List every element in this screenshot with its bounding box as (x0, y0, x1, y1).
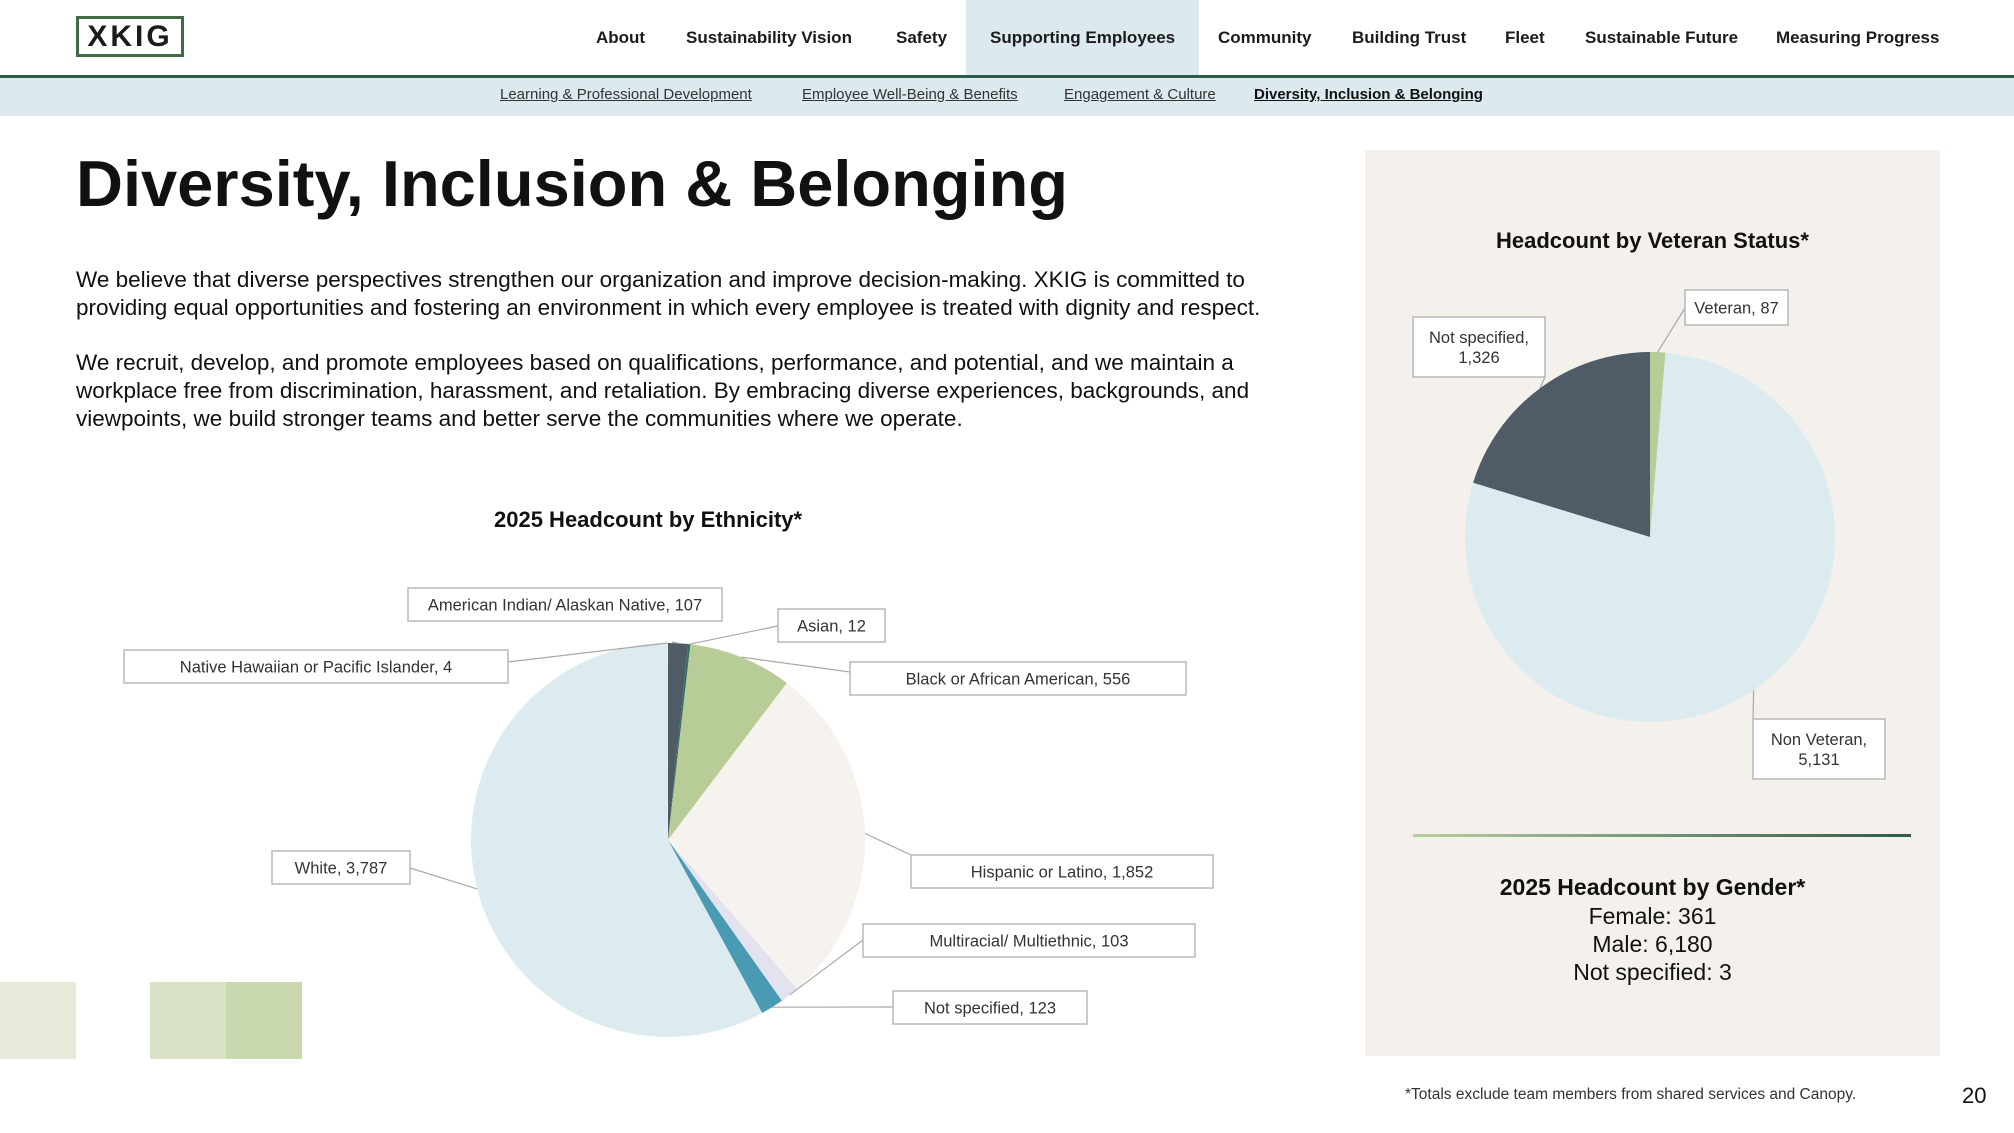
veteran-pie-chart: Veteran, 87 Non Veteran, 5,131 Not specifie… (1412, 289, 1886, 780)
decor-square (150, 982, 226, 1059)
nav-building-trust[interactable]: Building Trust (1352, 27, 1467, 47)
leader-line (1752, 690, 1755, 720)
data-label-not-specified: Not specified, 123 (924, 1000, 1056, 1018)
nav-sustainable-future[interactable]: Sustainable Future (1585, 27, 1739, 47)
pie-slice-not-specified (668, 840, 782, 1014)
pie-slice-asian (668, 644, 691, 840)
data-label-native-hawaiian-or-pacific-islander: Native Hawaiian or Pacific Islander, 4 (180, 659, 452, 677)
data-label-not-specified: Not specified, (1429, 329, 1529, 347)
pie-slice-hispanic-or-latino (668, 682, 865, 989)
nav-safety[interactable]: Safety (896, 27, 948, 47)
company-logo[interactable]: XKIG (76, 16, 184, 57)
leader-line (689, 625, 779, 645)
footnote: *Totals exclude team members from shared… (1405, 1086, 1857, 1103)
page-title: Diversity, Inclusion & Belonging (76, 147, 1068, 220)
gender-female: Female: 361 (1588, 903, 1717, 929)
data-label-box (777, 608, 886, 643)
pie-slice-multiracial-multiethnic (668, 840, 798, 1001)
data-label-non-veteran: Non Veteran, (1771, 731, 1867, 749)
data-label-not-specified: 1,326 (1458, 349, 1499, 367)
data-label-box (892, 990, 1088, 1025)
subnav-engagement[interactable]: Engagement & Culture (1064, 86, 1216, 103)
data-label-box (862, 923, 1196, 958)
pie-slice-american-indian-alaskan-native (668, 643, 689, 840)
data-label-asian: Asian, 12 (797, 618, 866, 636)
leader-line (671, 641, 679, 644)
data-label-box (1752, 718, 1886, 780)
subnav-wellbeing[interactable]: Employee Well-Being & Benefits (802, 86, 1018, 103)
nav-fleet[interactable]: Fleet (1505, 27, 1545, 47)
data-label-box (123, 649, 509, 684)
data-label-non-veteran: 5,131 (1798, 751, 1839, 769)
data-label-box (1412, 316, 1546, 378)
panel-divider (1413, 834, 1911, 837)
page-number: 20 (1962, 1083, 1987, 1108)
data-label-box (849, 661, 1187, 696)
leader-line (1657, 307, 1686, 353)
nav-community[interactable]: Community (1218, 27, 1312, 47)
pie-slice-non-veteran (1465, 352, 1835, 722)
data-label-white: White, 3,787 (295, 860, 388, 878)
veteran-chart-title: Headcount by Veteran Status* (1496, 228, 1809, 253)
data-label-multiracial-multiethnic: Multiracial/ Multiethnic, 103 (930, 933, 1129, 951)
pie-slice-not-specified (1473, 352, 1650, 537)
ethnicity-chart-title: 2025 Headcount by Ethnicity* (494, 507, 803, 532)
leader-line (507, 642, 668, 663)
leader-line (789, 939, 864, 996)
nav-measuring-progress[interactable]: Measuring Progress (1776, 27, 1940, 47)
leader-line (864, 832, 912, 856)
data-label-box (271, 850, 411, 885)
nav-sustainability-vision[interactable]: Sustainability Vision (686, 27, 852, 47)
decor-square (0, 982, 76, 1059)
ethnicity-pie-chart: American Indian/ Alaskan Native, 107 Asia… (123, 587, 1214, 1037)
data-label-hispanic-or-latino: Hispanic or Latino, 1,852 (971, 864, 1154, 882)
subnav-diversity[interactable]: Diversity, Inclusion & Belonging (1254, 86, 1483, 103)
leader-line (741, 656, 851, 673)
gender-title: 2025 Headcount by Gender* (1499, 874, 1806, 900)
pie-slice-white (470, 643, 763, 1037)
data-label-box (910, 854, 1214, 889)
gender-not-specified: Not specified: 3 (1573, 959, 1732, 985)
pie-slice-veteran (1650, 352, 1666, 537)
data-label-box (407, 587, 723, 622)
data-label-veteran: Veteran, 87 (1694, 300, 1778, 318)
data-label-black-or-african-american: Black or African American, 556 (906, 671, 1131, 689)
pie-slice-native-hawaiian-or-pacific-islander (667, 643, 668, 840)
decor-square (226, 982, 302, 1059)
data-label-box (1684, 289, 1789, 326)
leader-line (409, 867, 478, 890)
intro-paragraph: We believe that diverse perspectives str… (76, 267, 1261, 320)
pie-slice-black-or-african-american (668, 644, 787, 840)
nav-about[interactable]: About (596, 27, 646, 47)
data-label-american-indian-alaskan-native: American Indian/ Alaskan Native, 107 (428, 597, 702, 615)
sub-nav-bar (0, 78, 2014, 116)
policy-paragraph: We recruit, develop, and promote employe… (76, 350, 1250, 431)
gender-male: Male: 6,180 (1592, 931, 1713, 957)
nav-supporting-employees[interactable]: Supporting Employees (966, 0, 1200, 75)
subnav-learning[interactable]: Learning & Professional Development (500, 86, 752, 103)
leader-line (1539, 376, 1546, 389)
